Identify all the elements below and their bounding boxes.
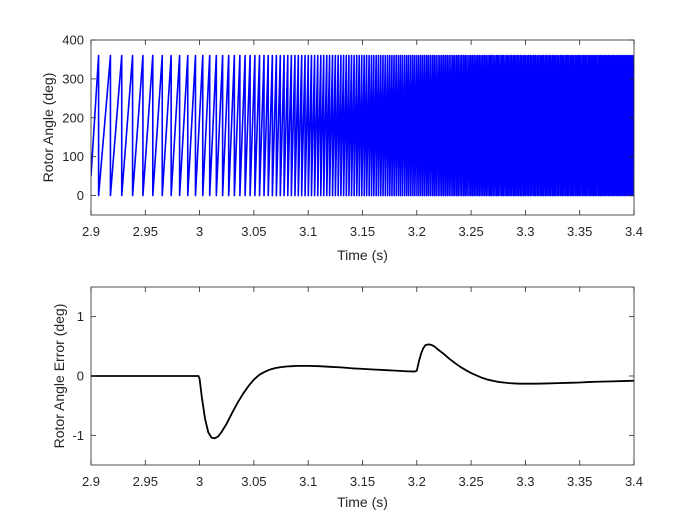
x-tick-label: 3.35 — [567, 474, 592, 489]
x-tick-label: 3.3 — [516, 474, 534, 489]
rotor-angle-axes: 2.9 2.95 3 3.05 3.1 3.15 3.2 3.25 3.3 3.35 3.4 0 100… — [40, 33, 643, 264]
y-tick-label: 300 — [62, 71, 84, 86]
y-tick-label: 400 — [62, 33, 84, 48]
x-tick-label: 3.3 — [516, 224, 534, 239]
x-axis-label: Time (s) — [337, 494, 388, 510]
x-tick-label: 3.25 — [458, 474, 483, 489]
plot-content — [91, 343, 634, 440]
x-tick-label: 3.4 — [625, 224, 643, 239]
rotor-angle-error-axes: 2.9 2.95 3 3.05 3.1 3.15 3.2 3.25 3.3 3.35 3.4 -1 0 1… — [51, 286, 643, 510]
plot-content — [91, 54, 634, 197]
y-tick-label: 0 — [77, 369, 84, 384]
x-tick-label: 3.35 — [567, 224, 592, 239]
x-tick-label: 3.4 — [625, 474, 643, 489]
x-tick-label: 3.05 — [241, 474, 266, 489]
y-tick-label: 1 — [77, 309, 84, 324]
x-tick-label: 3.15 — [350, 474, 375, 489]
x-tick-label: 3 — [196, 474, 203, 489]
y-axis-label: Rotor Angle (deg) — [40, 73, 56, 183]
y-axis-label: Rotor Angle Error (deg) — [51, 304, 67, 449]
x-tick-label: 3.1 — [299, 224, 317, 239]
x-tick-label: 2.95 — [133, 224, 158, 239]
ticks: 2.9 2.95 3 3.05 3.1 3.15 3.2 3.25 3.3 3.35 3.4 -1 0 1 — [72, 287, 643, 489]
rotor-angle-series-line — [91, 54, 634, 197]
x-tick-label: 3.1 — [299, 474, 317, 489]
x-tick-label: 2.9 — [82, 224, 100, 239]
y-tick-label: -1 — [72, 428, 84, 443]
x-tick-label: 3.25 — [458, 224, 483, 239]
x-tick-label: 3 — [196, 224, 203, 239]
x-tick-label: 3.2 — [408, 474, 426, 489]
ticks: 2.9 2.95 3 3.05 3.1 3.15 3.2 3.25 3.3 3.35 3.4 0 100… — [62, 33, 643, 240]
y-tick-label: 100 — [62, 149, 84, 164]
x-axis-label: Time (s) — [337, 247, 388, 263]
x-tick-label: 3.05 — [241, 224, 266, 239]
y-tick-label: 200 — [62, 110, 84, 125]
x-tick-label: 3.2 — [408, 224, 426, 239]
x-tick-label: 2.95 — [133, 474, 158, 489]
y-tick-label: 0 — [77, 188, 84, 203]
rotor-angle-error-series-line — [91, 343, 634, 440]
x-tick-label: 3.15 — [350, 224, 375, 239]
x-tick-label: 2.9 — [82, 474, 100, 489]
